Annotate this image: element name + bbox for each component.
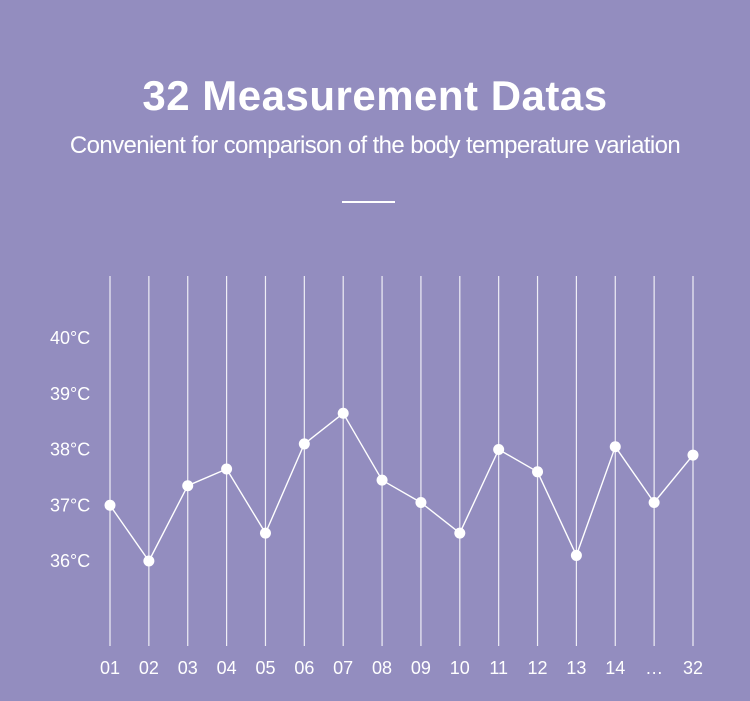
- y-tick-label: 39°C: [50, 384, 90, 404]
- x-tick-label: 06: [294, 658, 314, 678]
- x-tick-label: 09: [411, 658, 431, 678]
- data-point: [609, 441, 621, 453]
- y-tick-label: 36°C: [50, 551, 90, 571]
- data-point: [182, 480, 194, 492]
- y-tick-label: 38°C: [50, 440, 90, 460]
- data-point: [337, 407, 349, 419]
- x-tick-label: …: [645, 658, 663, 678]
- data-point: [143, 555, 155, 567]
- x-tick-label: 32: [683, 658, 703, 678]
- data-point: [298, 438, 310, 450]
- x-tick-label: 11: [489, 658, 508, 678]
- data-point: [493, 444, 505, 455]
- x-tick-label: 12: [528, 658, 548, 678]
- x-tick-label: 03: [178, 658, 198, 678]
- data-point: [454, 527, 466, 539]
- chart-subtitle: Convenient for comparison of the body te…: [69, 132, 681, 159]
- x-tick-label: 14: [605, 658, 625, 678]
- y-tick-label: 37°C: [50, 495, 90, 515]
- x-tick-label: 02: [139, 658, 159, 678]
- data-point: [570, 549, 582, 561]
- x-tick-label: 13: [566, 658, 586, 678]
- x-tick-label: 05: [255, 658, 275, 678]
- data-point: [221, 463, 233, 475]
- y-tick-label: 40°C: [50, 328, 90, 348]
- data-point: [532, 466, 544, 478]
- x-tick-label: 04: [217, 658, 237, 678]
- data-point: [259, 527, 271, 539]
- data-point: [648, 496, 660, 508]
- data-point: [415, 496, 427, 508]
- x-tick-label: 01: [100, 658, 120, 678]
- x-tick-label: 07: [333, 658, 353, 678]
- x-tick-label: 10: [450, 658, 470, 678]
- x-tick-label: 08: [372, 658, 392, 678]
- chart-title: 32 Measurement Datas: [142, 72, 608, 119]
- data-point: [687, 449, 699, 461]
- title-divider: [342, 201, 395, 203]
- data-point: [104, 499, 116, 511]
- data-point: [376, 474, 388, 486]
- temperature-series-line: [109, 412, 694, 562]
